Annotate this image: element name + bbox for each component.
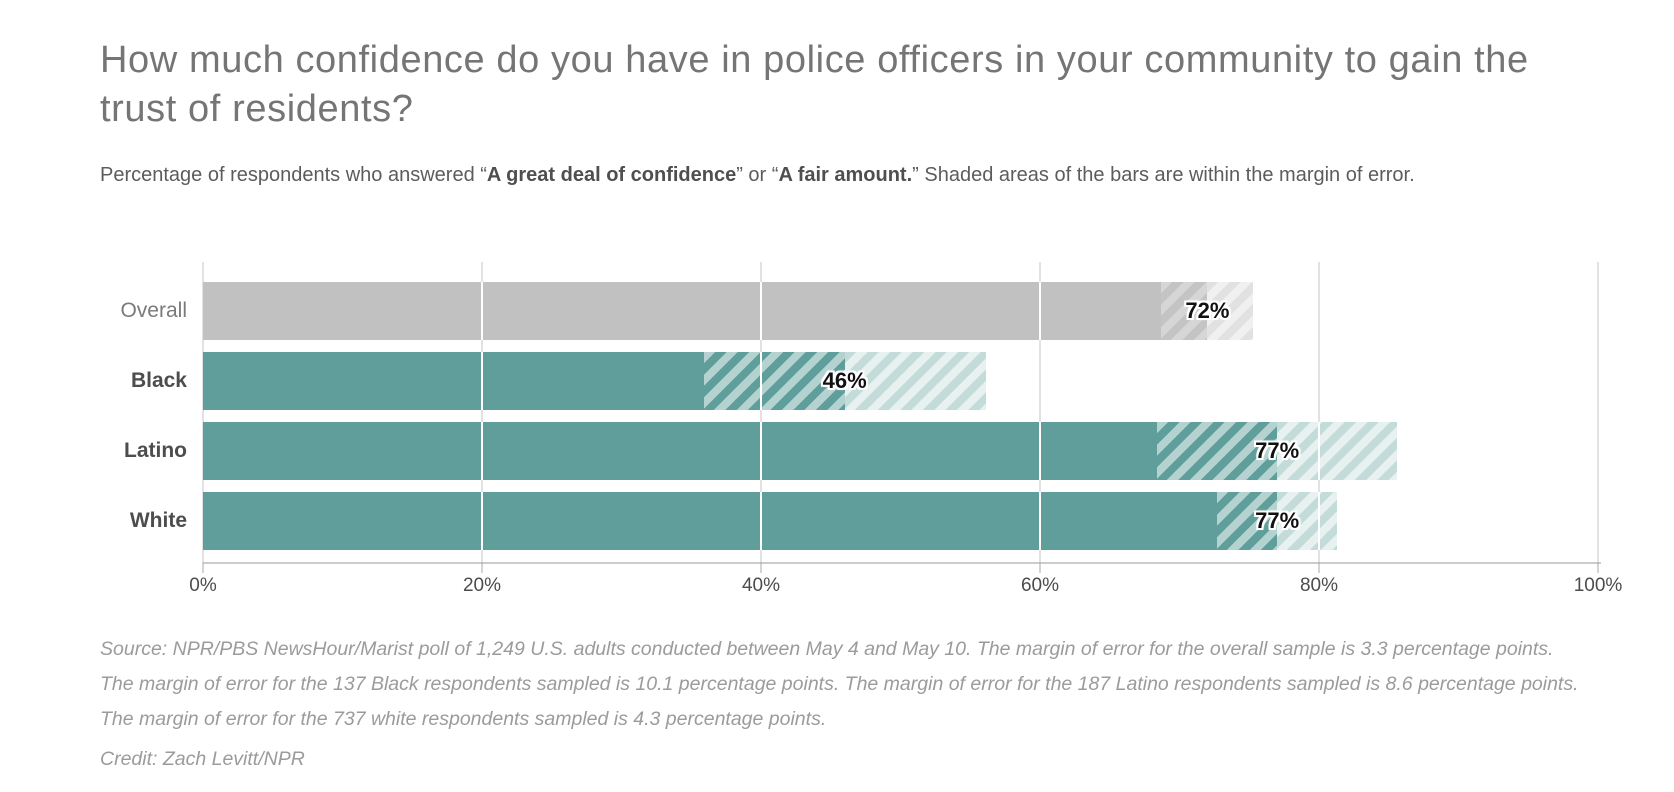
bar-row-white: 77%	[203, 492, 1598, 550]
bar-margin-outer-segment	[1207, 282, 1254, 340]
plot-area: 72% 46% 77% 77%	[202, 262, 1599, 562]
bar-margin-inner-segment	[1161, 282, 1208, 340]
tick-label-0: 0%	[189, 575, 217, 596]
bar-gridline-overlay-60	[1039, 282, 1041, 340]
subtitle-text: Percentage of respondents who answered “	[100, 164, 487, 186]
tick-mark-100	[1597, 562, 1599, 573]
gridline-100	[1597, 262, 1599, 562]
category-label-latino: Latino	[124, 439, 187, 462]
source-note: Source: NPR/PBS NewsHour/Marist poll of …	[100, 638, 1579, 730]
bar-row-overall: 72%	[203, 282, 1598, 340]
bar-gridline-overlay-40	[760, 352, 762, 410]
credit-note: Credit: Zach Levitt/NPR	[100, 748, 305, 770]
tick-label-20: 20%	[462, 575, 502, 596]
tick-mark-80	[1318, 562, 1320, 573]
gridline-60	[1039, 262, 1041, 562]
value-label-black: 46%	[822, 368, 867, 393]
bar-gridline-overlay-60	[1039, 492, 1041, 550]
value-label-white: 77%	[1255, 508, 1300, 533]
bar-gridline-overlay-20	[481, 282, 483, 340]
tick-label-100: 100%	[1573, 575, 1623, 596]
tick-label-80: 80%	[1299, 575, 1339, 596]
tick-label-40: 40%	[741, 575, 781, 596]
tick-mark-60	[1039, 562, 1041, 573]
x-axis-line	[203, 562, 1601, 564]
category-label-overall: Overall	[120, 299, 187, 322]
tick-label-60: 60%	[1020, 575, 1060, 596]
bar-margin-outer-segment	[1277, 422, 1398, 480]
bar-margin-outer-segment	[844, 352, 986, 410]
gridline-80	[1318, 262, 1320, 562]
bar-margin-inner-segment	[1217, 492, 1278, 550]
bar-gridline-overlay-40	[760, 492, 762, 550]
chart-subtitle: Percentage of respondents who answered “…	[100, 156, 1570, 194]
gridline-0	[202, 262, 204, 562]
value-label-overall: 72%	[1185, 298, 1230, 323]
bar-gridline-overlay-20	[481, 352, 483, 410]
bar-gridline-overlay-20	[481, 492, 483, 550]
bar-gridline-overlay-40	[760, 422, 762, 480]
tick-mark-40	[760, 562, 762, 573]
subtitle-text-middle: ” or “	[736, 164, 779, 186]
subtitle-bold-answer-1: A great deal of confidence	[486, 164, 737, 186]
bar-gridline-overlay-80	[1318, 492, 1320, 550]
subtitle-text-suffix: ” Shaded areas of the bars are within th…	[912, 164, 1415, 186]
bar-gridline-overlay-80	[1318, 422, 1320, 480]
bar-gridline-overlay-60	[1039, 422, 1041, 480]
tick-mark-20	[481, 562, 483, 573]
bar-margin-inner-segment	[703, 352, 845, 410]
chart-title: How much confidence do you have in polic…	[100, 39, 1529, 130]
bar-row-black: 46%	[203, 352, 1598, 410]
bar-solid-segment	[203, 352, 704, 410]
bar-solid-segment	[203, 282, 1162, 340]
value-label-latino: 77%	[1255, 438, 1300, 463]
gridline-20	[481, 262, 483, 562]
bar-row-latino: 77%	[203, 422, 1598, 480]
tick-mark-0	[202, 562, 204, 573]
bar-solid-segment	[203, 422, 1158, 480]
bar-margin-inner-segment	[1157, 422, 1278, 480]
bar-solid-segment	[203, 492, 1218, 550]
subtitle-bold-answer-2: A fair amount.	[778, 164, 913, 186]
gridline-40	[760, 262, 762, 562]
category-label-black: Black	[130, 369, 187, 392]
bar-margin-outer-segment	[1277, 492, 1338, 550]
bar-gridline-overlay-20	[481, 422, 483, 480]
category-label-white: White	[129, 509, 187, 532]
bar-gridline-overlay-40	[760, 282, 762, 340]
